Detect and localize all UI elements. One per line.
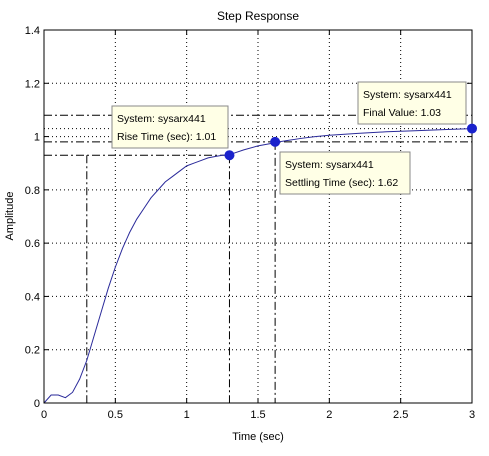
y-tick-label: 0.8 — [25, 185, 40, 197]
datatip-final-line2: Final Value: 1.03 — [363, 107, 441, 119]
y-tick-label: 1 — [34, 132, 40, 144]
datatip-final-value[interactable]: System: sysarx441 Final Value: 1.03 — [357, 81, 467, 125]
y-tick-label: 0 — [34, 398, 40, 410]
x-axis-ticks: 0 0.5 1 1.5 2 2.5 3 — [41, 30, 475, 421]
x-tick-label: 0 — [41, 409, 47, 421]
y-axis-ticks: 0 0.2 0.4 0.6 0.8 1 1.2 1.4 — [25, 25, 472, 410]
y-tick-label: 0.4 — [25, 291, 40, 303]
datatip-rise-line1: System: sysarx441 — [117, 113, 206, 125]
x-tick-label: 2 — [326, 409, 332, 421]
y-tick-label: 0.6 — [25, 238, 40, 250]
characteristic-marker[interactable] — [224, 150, 235, 161]
y-tick-label: 0.2 — [25, 345, 40, 357]
chart-title: Step Response — [217, 9, 299, 23]
datatip-final-line1: System: sysarx441 — [363, 89, 452, 101]
datatip-rise-line2: Rise Time (sec): 1.01 — [117, 131, 216, 143]
characteristic-marker[interactable] — [270, 136, 281, 147]
x-tick-label: 2.5 — [393, 409, 408, 421]
y-tick-label: 1.4 — [25, 25, 40, 37]
datatip-settling-line1: System: sysarx441 — [285, 159, 374, 171]
x-axis-label: Time (sec) — [232, 431, 284, 443]
y-axis-label: Amplitude — [4, 192, 16, 241]
step-response-line — [43, 128, 473, 404]
x-tick-label: 1 — [184, 409, 190, 421]
datatip-settling-time[interactable]: System: sysarx441 Settling Time (sec): 1… — [279, 151, 411, 195]
characteristic-marker[interactable] — [467, 123, 477, 134]
datatip-rise-time[interactable]: System: sysarx441 Rise Time (sec): 1.01 — [111, 105, 229, 149]
x-tick-label: 0.5 — [108, 409, 123, 421]
x-tick-label: 3 — [469, 409, 475, 421]
y-tick-label: 1.2 — [25, 78, 40, 90]
datatip-settling-line2: Settling Time (sec): 1.62 — [285, 177, 398, 189]
x-tick-label: 1.5 — [250, 409, 265, 421]
characteristic-markers — [224, 123, 477, 161]
